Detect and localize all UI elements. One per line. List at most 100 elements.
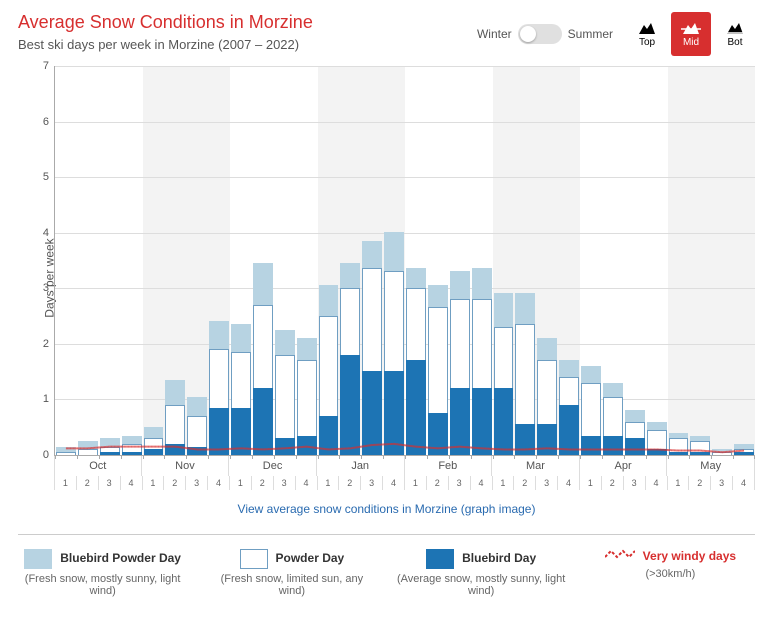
elev-button-bot[interactable]: Bot	[715, 12, 755, 56]
legend-sub-powder: (Fresh snow, limited sun, any wind)	[207, 573, 376, 597]
week-label: 3	[536, 476, 558, 490]
week-label: 3	[711, 476, 733, 490]
bar-week-14	[339, 263, 361, 455]
bar-week-30	[689, 436, 711, 455]
view-image-link[interactable]: View average snow conditions in Morzine …	[238, 502, 536, 516]
week-label: 2	[339, 476, 361, 490]
bar-week-31	[711, 449, 733, 455]
bar-week-19	[449, 271, 471, 455]
elev-button-top[interactable]: Top	[627, 12, 667, 56]
week-label: 1	[580, 476, 602, 490]
bar-week-21	[493, 293, 515, 455]
ytick-label: 7	[43, 60, 55, 72]
legend-swatch-powder	[240, 549, 268, 569]
bar-week-18	[427, 285, 449, 455]
bar-week-9	[230, 324, 252, 455]
bar-week-23	[536, 338, 558, 455]
ytick-label: 1	[43, 393, 55, 405]
week-label: 2	[164, 476, 186, 490]
divider	[18, 534, 755, 535]
ytick-label: 5	[43, 171, 55, 183]
ytick-label: 4	[43, 227, 55, 239]
week-label: 2	[427, 476, 449, 490]
bar-week-27	[624, 410, 646, 455]
ytick-label: 6	[43, 116, 55, 128]
legend: Bluebird Powder Day (Fresh snow, mostly …	[18, 547, 755, 597]
bar-week-1	[55, 447, 77, 455]
week-label: 1	[405, 476, 427, 490]
week-label: 4	[296, 476, 318, 490]
week-label: 2	[602, 476, 624, 490]
week-label: 3	[99, 476, 121, 490]
bar-week-26	[602, 383, 624, 455]
bar-week-17	[405, 268, 427, 455]
month-label: Dec	[229, 456, 317, 476]
bar-week-20	[471, 268, 493, 455]
bar-week-5	[143, 427, 165, 455]
month-label: Nov	[142, 456, 230, 476]
bar-week-4	[121, 436, 143, 455]
bar-week-32	[733, 444, 755, 455]
bar-week-16	[383, 232, 405, 455]
week-label: 1	[230, 476, 252, 490]
bar-week-13	[318, 285, 340, 455]
bar-week-6	[164, 380, 186, 455]
legend-title-bluebird-powder: Bluebird Powder Day	[60, 551, 181, 565]
bar-week-29	[668, 433, 690, 455]
season-toggle-knob	[520, 26, 536, 42]
bar-week-7	[186, 397, 208, 455]
ytick-label: 2	[43, 338, 55, 350]
week-label: 1	[668, 476, 690, 490]
bar-week-12	[296, 338, 318, 455]
week-label: 3	[624, 476, 646, 490]
week-label: 2	[77, 476, 99, 490]
x-axis: OctNovDecJanFebMarAprMay1234123412341234…	[54, 456, 755, 490]
week-label: 3	[361, 476, 383, 490]
season-summer-label: Summer	[568, 27, 613, 41]
ytick-label: 0	[43, 449, 55, 461]
week-label: 4	[733, 476, 755, 490]
week-label: 3	[274, 476, 296, 490]
week-label: 4	[208, 476, 230, 490]
month-label: Apr	[580, 456, 668, 476]
week-label: 4	[383, 476, 405, 490]
bar-week-2	[77, 441, 99, 455]
legend-swatch-bluebird-powder	[24, 549, 52, 569]
page-subtitle: Best ski days per week in Morzine (2007 …	[18, 37, 313, 52]
legend-title-powder: Powder Day	[276, 551, 345, 565]
ytick-label: 3	[43, 282, 55, 294]
bar-week-15	[361, 241, 383, 455]
week-label: 3	[449, 476, 471, 490]
bar-week-24	[558, 360, 580, 455]
week-label: 1	[493, 476, 515, 490]
legend-title-windy: Very windy days	[643, 549, 736, 563]
season-toggle[interactable]	[518, 24, 562, 44]
week-label: 2	[252, 476, 274, 490]
week-label: 4	[646, 476, 668, 490]
month-label: May	[667, 456, 755, 476]
week-label: 2	[689, 476, 711, 490]
month-label: Mar	[492, 456, 580, 476]
week-label: 1	[54, 476, 77, 490]
bar-week-3	[99, 438, 121, 455]
week-label: 1	[318, 476, 340, 490]
bar-week-22	[514, 293, 536, 455]
legend-swatch-bluebird	[426, 549, 454, 569]
legend-sub-bluebird-powder: (Fresh snow, mostly sunny, light wind)	[18, 573, 187, 597]
month-label: Oct	[54, 456, 142, 476]
bar-week-11	[274, 330, 296, 455]
week-label: 2	[514, 476, 536, 490]
legend-title-bluebird: Bluebird Day	[462, 551, 536, 565]
week-label: 1	[143, 476, 165, 490]
legend-sub-bluebird: (Average snow, mostly sunny, light wind)	[397, 573, 566, 597]
elev-button-mid[interactable]: Mid	[671, 12, 711, 56]
chart-plot-area: 01234567	[54, 66, 755, 456]
week-label: 4	[471, 476, 493, 490]
controls-bar: Winter Summer TopMidBot	[477, 12, 755, 56]
month-label: Feb	[405, 456, 493, 476]
week-label: 4	[558, 476, 580, 490]
bar-week-25	[580, 366, 602, 455]
bar-week-28	[646, 422, 668, 455]
legend-swatch-windy	[605, 547, 635, 564]
legend-sub-windy: (>30km/h)	[645, 568, 695, 580]
